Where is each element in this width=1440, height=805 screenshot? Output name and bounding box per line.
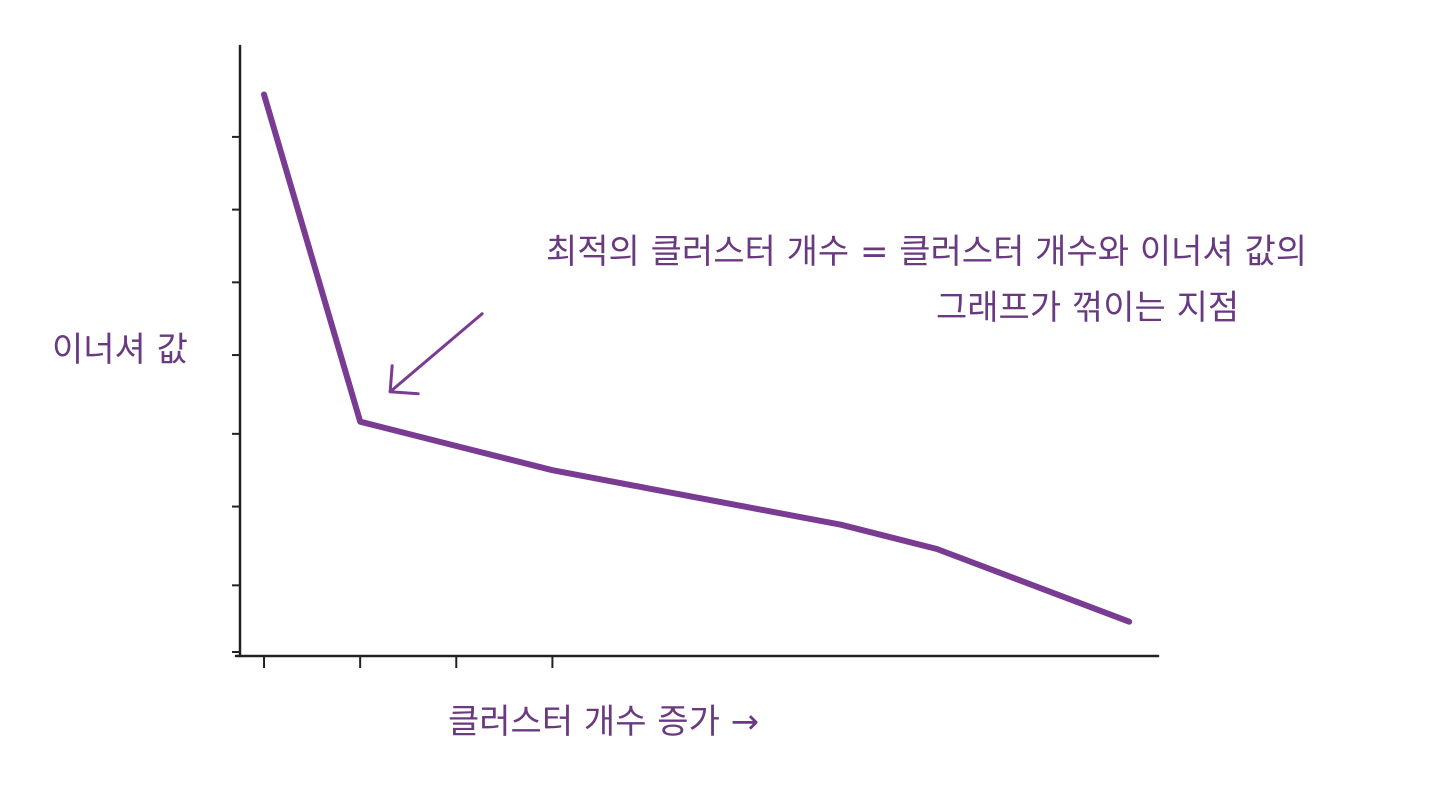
annotation-arrow-head xyxy=(388,364,420,396)
annotation-line-2: 그래프가 꺾이는 지점 xyxy=(936,288,1240,328)
x-axis-label: 클러스터 개수 증가 → xyxy=(448,702,760,742)
annotation-line-1: 최적의 클러스터 개수 = 클러스터 개수와 이너셔 값의 xyxy=(546,232,1308,272)
y-axis-label: 이너셔 값 xyxy=(52,330,188,370)
annotation-arrow-shaft xyxy=(388,312,484,394)
series-line xyxy=(261,91,1133,625)
